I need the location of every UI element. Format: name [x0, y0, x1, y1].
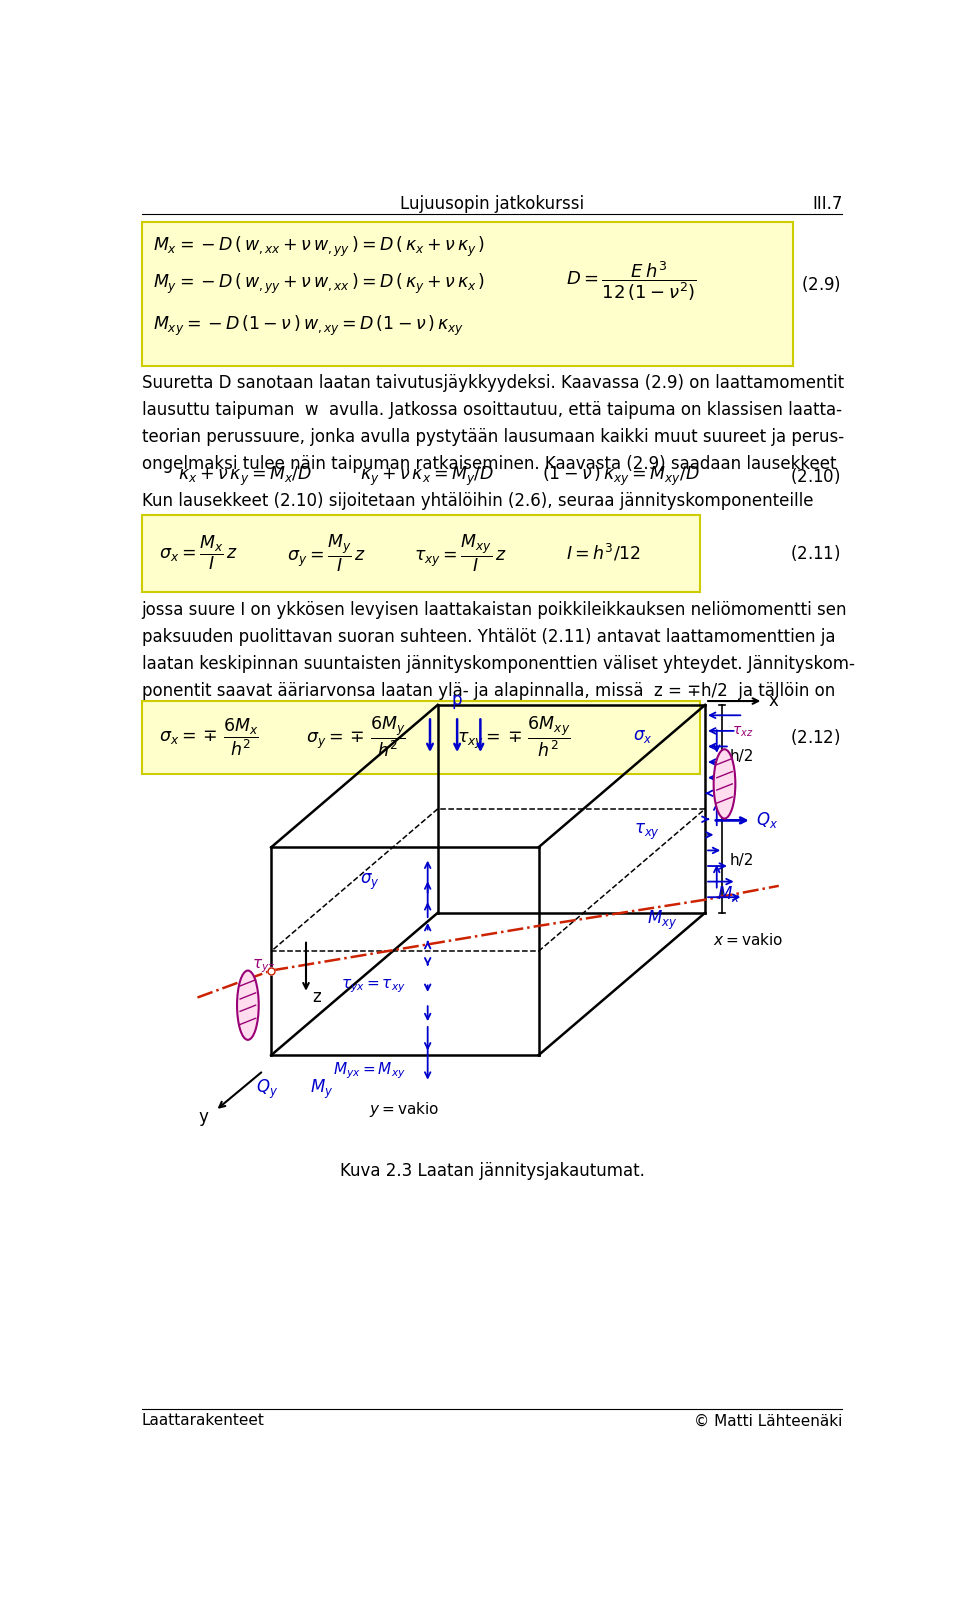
Text: $M_y$: $M_y$ — [310, 1078, 333, 1101]
Ellipse shape — [237, 971, 259, 1040]
Text: $x = \rm{vakio}$: $x = \rm{vakio}$ — [713, 932, 783, 948]
Text: jossa suure I on ykkösen levyisen laattakaistan poikkileikkauksen neliömomentti : jossa suure I on ykkösen levyisen laatta… — [142, 601, 854, 701]
Text: $Q_x$: $Q_x$ — [756, 810, 778, 831]
Text: Lujuusopin jatkokurssi: Lujuusopin jatkokurssi — [400, 196, 584, 214]
Text: Suuretta D sanotaan laatan taivutusjäykkyydeksi. Kaavassa (2.9) on laattamomenti: Suuretta D sanotaan laatan taivutusjäykk… — [142, 374, 844, 472]
Text: $M_x = -D\,(\,w_{,xx}+\nu\,w_{,yy}\,) = D\,(\,\kappa_x+\nu\,\kappa_y\,)$: $M_x = -D\,(\,w_{,xx}+\nu\,w_{,yy}\,) = … — [153, 235, 485, 259]
Text: Laattarakenteet: Laattarakenteet — [142, 1414, 265, 1429]
Text: $\tau_{yx} = \tau_{xy}$: $\tau_{yx} = \tau_{xy}$ — [341, 977, 406, 995]
Text: $\sigma_x = \dfrac{M_x}{I}\,z$: $\sigma_x = \dfrac{M_x}{I}\,z$ — [158, 534, 238, 572]
Text: $M_{yx} = M_{xy}$: $M_{yx} = M_{xy}$ — [333, 1061, 406, 1082]
Text: $\tau_{xy} = \mp\,\dfrac{6M_{xy}}{h^2}$: $\tau_{xy} = \mp\,\dfrac{6M_{xy}}{h^2}$ — [457, 715, 571, 760]
Text: $(1-\nu\,)\,\kappa_{xy} = M_{xy}/D$: $(1-\nu\,)\,\kappa_{xy} = M_{xy}/D$ — [542, 464, 701, 489]
Text: $\sigma_x$: $\sigma_x$ — [634, 726, 653, 744]
Text: h/2: h/2 — [730, 749, 755, 763]
Text: $\sigma_y$: $\sigma_y$ — [360, 873, 380, 892]
FancyBboxPatch shape — [142, 222, 793, 366]
Text: $\sigma_y = \dfrac{M_y}{I}\,z$: $\sigma_y = \dfrac{M_y}{I}\,z$ — [287, 532, 366, 574]
Text: y: y — [198, 1107, 208, 1127]
FancyBboxPatch shape — [142, 701, 700, 775]
Text: $Q_y$: $Q_y$ — [255, 1078, 277, 1101]
Text: $\tau_{xz}$: $\tau_{xz}$ — [732, 725, 754, 739]
Text: $(2.9)$: $(2.9)$ — [801, 273, 841, 294]
Text: $D = \dfrac{E\,h^3}{12\,(1-\nu^2)}$: $D = \dfrac{E\,h^3}{12\,(1-\nu^2)}$ — [565, 259, 696, 304]
Text: $\sigma_y = \mp\,\dfrac{6M_y}{h^2}$: $\sigma_y = \mp\,\dfrac{6M_y}{h^2}$ — [306, 715, 406, 760]
Text: Kun lausekkeet (2.10) sijoitetaan yhtälöihin (2.6), seuraa jännityskomponenteill: Kun lausekkeet (2.10) sijoitetaan yhtälö… — [142, 492, 813, 509]
Text: $(2.12)$: $(2.12)$ — [790, 728, 841, 747]
Text: p: p — [452, 691, 463, 709]
Text: $M_x$: $M_x$ — [717, 884, 740, 903]
Text: z: z — [312, 988, 321, 1006]
Text: © Matti Lähteenäki: © Matti Lähteenäki — [694, 1414, 842, 1429]
Text: $y = \rm{vakio}$: $y = \rm{vakio}$ — [370, 1099, 440, 1118]
Text: x: x — [769, 693, 779, 710]
Text: $M_y = -D\,(\,w_{,yy}+\nu\,w_{,xx}\,) = D\,(\,\kappa_y+\nu\,\kappa_x\,)$: $M_y = -D\,(\,w_{,yy}+\nu\,w_{,xx}\,) = … — [153, 272, 485, 296]
FancyBboxPatch shape — [142, 514, 700, 591]
Text: $M_{xy} = -D\,(1-\nu\,)\,w_{,xy} = D\,(1-\nu\,)\,\kappa_{xy}$: $M_{xy} = -D\,(1-\nu\,)\,w_{,xy} = D\,(1… — [153, 313, 464, 337]
Text: $M_{xy}$: $M_{xy}$ — [647, 910, 678, 932]
Text: $\tau_{xy} = \dfrac{M_{xy}}{I}\,z$: $\tau_{xy} = \dfrac{M_{xy}}{I}\,z$ — [415, 532, 508, 574]
Text: III.7: III.7 — [812, 196, 842, 214]
Text: $\sigma_x = \mp\,\dfrac{6M_x}{h^2}$: $\sigma_x = \mp\,\dfrac{6M_x}{h^2}$ — [158, 717, 258, 759]
Text: $(2.10)$: $(2.10)$ — [790, 466, 841, 487]
Ellipse shape — [713, 749, 735, 818]
Text: $(2.11)$: $(2.11)$ — [790, 543, 841, 562]
Text: $\kappa_x+\nu\,\kappa_y = M_x/D$: $\kappa_x+\nu\,\kappa_y = M_x/D$ — [179, 464, 312, 489]
Text: $\tau_{xy}$: $\tau_{xy}$ — [634, 821, 660, 842]
Text: h/2: h/2 — [730, 853, 755, 868]
Text: Kuva 2.3 Laatan jännitysjakautumat.: Kuva 2.3 Laatan jännitysjakautumat. — [340, 1162, 644, 1180]
Text: $\kappa_y+\nu\,\kappa_x = M_y/D$: $\kappa_y+\nu\,\kappa_x = M_y/D$ — [360, 464, 494, 489]
Text: $\tau_{yz}$: $\tau_{yz}$ — [252, 958, 275, 975]
Text: $I = h^3/12$: $I = h^3/12$ — [565, 543, 641, 564]
